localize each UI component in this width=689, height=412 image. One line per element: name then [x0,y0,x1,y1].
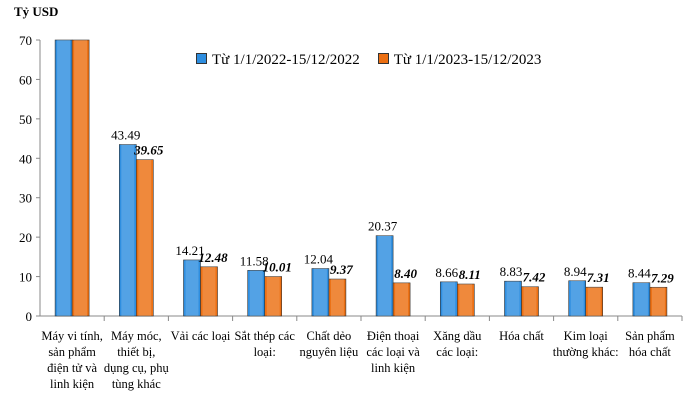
bar-highlight [121,144,135,316]
bar-highlight [185,259,199,316]
data-label: 12.48 [198,250,228,265]
data-label: 20.37 [368,219,398,234]
bar [456,283,475,317]
bar-highlight [442,281,456,316]
bar [649,286,668,317]
data-label: 8.83 [500,264,523,279]
data-label: 7.31 [587,270,610,285]
data-label: 10.01 [263,260,292,275]
legend-item-2023: Từ 1/1/2023-15/12/2023 [377,52,542,69]
legend-swatch [196,53,207,64]
legend: Từ 1/1/2022-15/12/2022 Từ 1/1/2023-15/12… [196,52,541,69]
data-label: 8.11 [459,267,481,282]
x-tick-label: Máy móc, thiết bị, dụng cụ, phụ tùng khá… [103,329,169,391]
y-tick-label: 40 [19,151,32,166]
bar [585,286,604,317]
x-tick-label: Sắt thép các loại: [234,329,295,359]
y-tick-label: 0 [26,309,33,324]
bar-highlight [570,280,584,316]
data-label: 8.44 [628,266,651,281]
y-tick-label: 30 [19,191,32,206]
data-label: 7.29 [651,270,674,285]
legend-label: Từ 1/1/2023-15/12/2023 [393,52,542,68]
bar [521,286,539,317]
bar-highlight [57,40,71,316]
x-tick-label: Sản phẩm hóa chất [625,329,675,359]
data-label: 8.40 [394,266,417,281]
bar-highlight [74,40,88,316]
bar [264,276,283,317]
x-tick-label: Điện thoại các loại và linh kiện [366,329,420,375]
bar-highlight [395,282,409,316]
data-label: 8.94 [564,264,587,279]
legend-swatch [377,53,389,64]
data-label: 11.58 [240,253,269,268]
y-tick-label: 70 [19,33,32,48]
bar-highlight [249,270,263,316]
bar-highlight [634,282,648,316]
x-tick-label: Hóa chất [499,329,544,343]
y-axis-label: Tỷ USD [14,4,59,19]
data-label: 39.65 [133,143,164,158]
bar-highlight [651,287,665,316]
data-label: 8.66 [435,265,458,280]
legend-item-2022: Từ 1/1/2022-15/12/2022 [196,52,360,69]
bar-highlight [202,266,216,316]
bar-highlight [313,268,327,316]
y-tick-label: 50 [19,112,32,127]
y-tick-label: 20 [19,230,32,245]
bar-highlight [523,286,537,316]
data-label: 43.49 [111,128,140,143]
bar [375,235,394,317]
data-label: 12.04 [304,252,334,267]
x-tick-label: Kim loại thường khác: [552,329,619,359]
y-tick-label: 10 [19,270,32,285]
y-tick-label: 60 [19,72,32,87]
bar-highlight [266,276,280,316]
bar-highlight [378,235,392,316]
bar [392,282,411,317]
data-label: 14.21 [175,243,204,258]
bar-highlight [587,287,601,316]
bar-highlight [138,159,152,316]
data-label: 9.37 [330,262,353,277]
bar [71,39,90,317]
x-tick-label: Chất dẻo nguyên liệu [299,329,359,359]
bar [328,278,347,317]
x-tick-label: Xăng dầu các loại: [433,329,482,359]
bar [136,159,154,317]
bar-highlight [330,279,344,316]
legend-label: Từ 1/1/2022-15/12/2022 [212,52,360,68]
x-tick-label: Máy vi tính, sản phẩm điện tử và linh ki… [41,329,103,391]
bar-highlight [459,284,473,316]
data-label: 7.42 [523,270,546,285]
bar-highlight [506,281,520,316]
bar [200,266,218,317]
x-tick-label: Vải các loại [170,329,231,343]
